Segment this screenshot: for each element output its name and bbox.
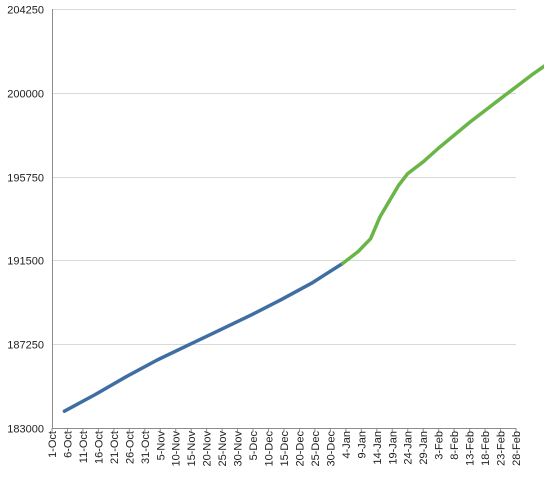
- x-tick-label: 24-Jan: [403, 431, 415, 465]
- x-tick-label: 30-Dec: [325, 431, 337, 467]
- y-tick-label: 200000: [7, 89, 44, 101]
- x-tick-label: 16-Oct: [93, 431, 105, 464]
- x-tick-label: 31-Oct: [140, 431, 152, 464]
- x-tick-label: 30-Nov: [233, 431, 245, 467]
- x-tick-label: 1-Oct: [47, 431, 59, 458]
- x-tick-label: 21-Oct: [109, 431, 121, 464]
- x-tick-label: 18-Feb: [480, 431, 492, 466]
- x-tick-label: 26-Oct: [124, 431, 136, 464]
- y-axis-tick-labels: 183000 187250 191500 195750 200000 204250: [7, 5, 44, 436]
- x-tick-label: 15-Nov: [186, 431, 198, 467]
- y-tick-label: 195750: [7, 173, 44, 185]
- x-tick-label: 11-Oct: [78, 431, 90, 463]
- y-tick-label: 187250: [7, 340, 44, 352]
- x-tick-label: 8-Feb: [449, 431, 461, 460]
- x-tick-label: 9-Jan: [356, 431, 368, 459]
- x-tick-label: 25-Dec: [310, 431, 322, 467]
- x-tick-label: 19-Jan: [387, 431, 399, 465]
- series-layer: [62, 64, 544, 413]
- series-line: [62, 261, 345, 413]
- x-tick-label: 3-Feb: [434, 431, 446, 460]
- x-tick-label: 28-Feb: [511, 431, 523, 466]
- x-tick-label: 6-Oct: [62, 431, 74, 458]
- x-tick-label: 14-Jan: [372, 431, 384, 465]
- x-tick-label: 29-Jan: [418, 431, 430, 465]
- axis-layer: [51, 9, 517, 432]
- x-tick-label: 23-Feb: [496, 431, 508, 466]
- x-tick-label: 10-Nov: [171, 431, 183, 467]
- x-tick-label: 4-Jan: [341, 431, 353, 459]
- x-tick-label: 15-Dec: [279, 431, 291, 467]
- y-tick-label: 183000: [7, 424, 44, 436]
- x-axis-tick-labels: 1-Oct 6-Oct 11-Oct 16-Oct 21-Oct 26-Oct 31-Oct…: [47, 431, 523, 467]
- x-tick-label: 13-Feb: [465, 431, 477, 466]
- x-tick-label: 10-Dec: [264, 431, 276, 467]
- x-tick-label: 5-Nov: [155, 431, 167, 461]
- x-tick-label: 5-Dec: [248, 431, 260, 461]
- series-line: [341, 64, 544, 266]
- y-tick-label: 204250: [7, 5, 44, 17]
- x-tick-label: 25-Nov: [217, 431, 229, 467]
- y-tick-label: 191500: [7, 256, 44, 268]
- grid-layer: [52, 9, 516, 345]
- x-tick-label: 20-Nov: [202, 431, 214, 467]
- x-tick-label: 20-Dec: [294, 431, 306, 467]
